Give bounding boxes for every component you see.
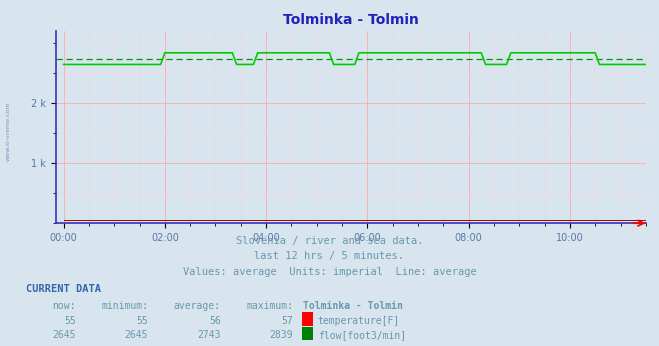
Text: Values: average  Units: imperial  Line: average: Values: average Units: imperial Line: av… (183, 267, 476, 277)
Text: 57: 57 (281, 316, 293, 326)
Text: 2743: 2743 (197, 330, 221, 340)
Text: minimum:: minimum: (101, 301, 148, 311)
Text: now:: now: (52, 301, 76, 311)
Text: 55: 55 (64, 316, 76, 326)
Text: CURRENT DATA: CURRENT DATA (26, 284, 101, 294)
Text: 2839: 2839 (270, 330, 293, 340)
Text: www.si-vreme.com: www.si-vreme.com (5, 102, 11, 161)
Text: average:: average: (174, 301, 221, 311)
Text: last 12 hrs / 5 minutes.: last 12 hrs / 5 minutes. (254, 252, 405, 262)
Text: maximum:: maximum: (246, 301, 293, 311)
Text: flow[foot3/min]: flow[foot3/min] (318, 330, 406, 340)
Text: Slovenia / river and sea data.: Slovenia / river and sea data. (236, 236, 423, 246)
Text: 2645: 2645 (125, 330, 148, 340)
Text: 2645: 2645 (52, 330, 76, 340)
Text: Tolminka - Tolmin: Tolminka - Tolmin (303, 301, 403, 311)
Title: Tolminka - Tolmin: Tolminka - Tolmin (283, 13, 419, 27)
Text: 55: 55 (136, 316, 148, 326)
Text: 56: 56 (209, 316, 221, 326)
Text: temperature[F]: temperature[F] (318, 316, 400, 326)
